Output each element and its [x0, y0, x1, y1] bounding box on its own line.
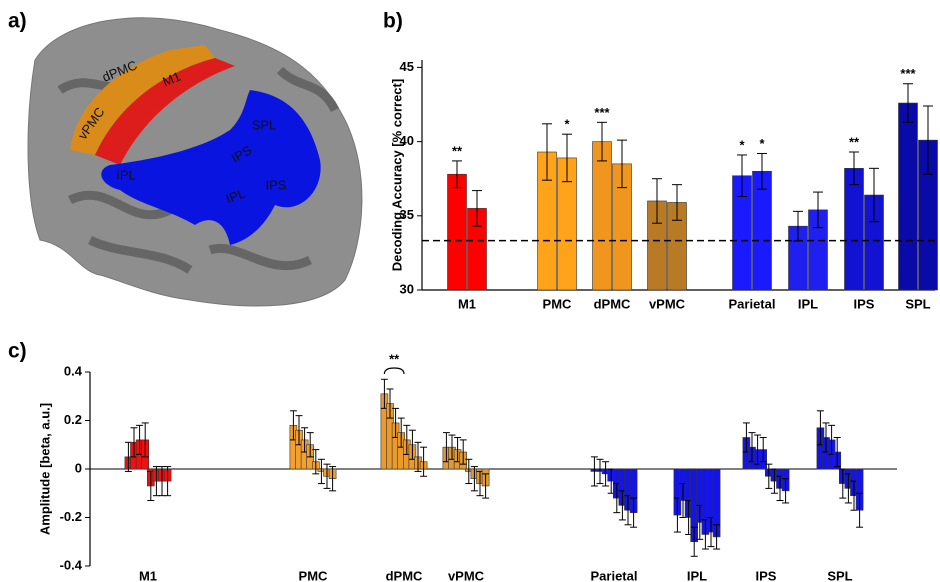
panel-label: c)	[8, 340, 27, 363]
x-tick-label: M1	[458, 296, 476, 311]
y-axis-label: Decoding Accuracy [% correct]	[389, 79, 404, 271]
x-tick-label: dPMC	[594, 296, 631, 311]
panel-label: b)	[383, 10, 403, 33]
y-tick-label: 35	[400, 207, 414, 222]
bar	[447, 173, 467, 291]
y-tick-label: 45	[400, 59, 414, 74]
x-tick-label: IPL	[687, 568, 707, 582]
significance: ***	[900, 66, 916, 81]
x-tick-label: IPL	[798, 296, 818, 311]
region-label: IPS	[266, 177, 287, 192]
x-tick-label: Parietal	[729, 296, 776, 311]
bracket	[383, 367, 405, 375]
brain	[27, 17, 363, 307]
significance: *	[564, 117, 570, 132]
significance: ***	[594, 105, 610, 120]
region-label: IPL	[224, 186, 247, 207]
x-tick-label: Parietal	[591, 568, 638, 582]
bar	[898, 102, 918, 291]
y-tick-label: 0.4	[64, 363, 83, 378]
bracket-label: **	[389, 351, 400, 366]
pmc-region	[70, 45, 215, 155]
region-label: IPL	[116, 167, 136, 182]
y-tick-label: 40	[400, 133, 414, 148]
significance: **	[452, 143, 463, 158]
x-tick-label: vPMC	[448, 568, 485, 582]
panel-label: a)	[8, 10, 27, 33]
bar	[844, 168, 864, 291]
x-tick-label: M1	[139, 568, 157, 582]
significance: **	[849, 134, 860, 149]
sulci	[57, 66, 340, 274]
y-tick-label: 0.2	[64, 412, 82, 427]
y-tick-label: 30	[400, 281, 414, 296]
m1-region	[95, 58, 235, 165]
x-tick-label: SPL	[905, 296, 930, 311]
parietal-region	[101, 90, 321, 245]
y-tick-label: -0.4	[60, 557, 83, 572]
x-tick-label: vPMC	[649, 296, 686, 311]
region-label: SPL	[252, 117, 277, 132]
x-tick-label: IPS	[756, 568, 777, 582]
region-label: M1	[160, 69, 182, 90]
y-tick-label: -0.2	[60, 509, 82, 524]
y-tick-label: 0	[75, 460, 82, 475]
x-tick-label: dPMC	[386, 568, 423, 582]
significance: *	[759, 136, 765, 151]
x-tick-label: SPL	[827, 568, 852, 582]
x-tick-label: IPS	[854, 296, 875, 311]
significance: *	[739, 137, 745, 152]
bar	[592, 141, 612, 291]
x-tick-label: PMC	[299, 568, 329, 582]
y-axis-label: Amplitude [beta, a.u.]	[37, 403, 52, 535]
x-tick-label: PMC	[543, 296, 573, 311]
